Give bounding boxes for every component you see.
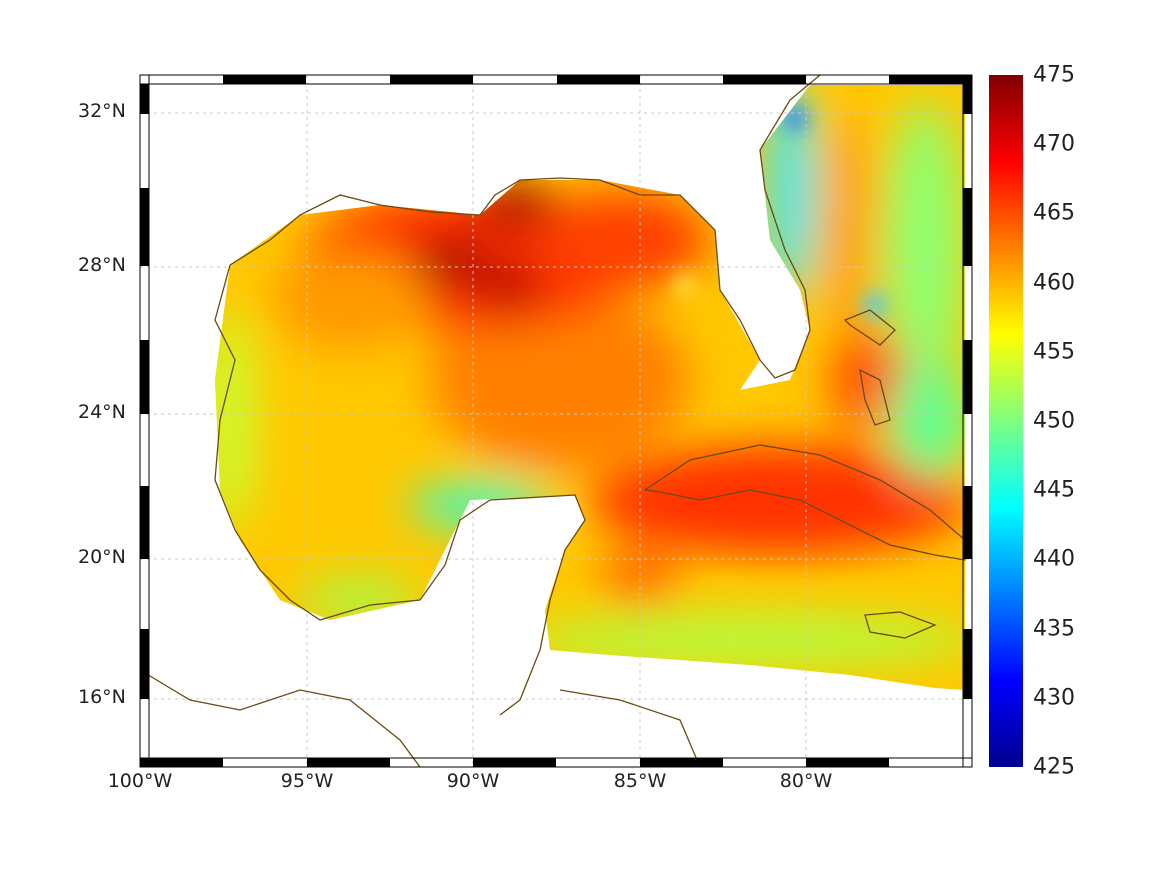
colorbar-tick-label: 450: [1033, 408, 1075, 434]
coastline: [139, 74, 966, 768]
grid-lines: [140, 75, 972, 767]
lon-label: 100°W: [107, 770, 173, 792]
colorbar-tick-label: 470: [1033, 131, 1075, 157]
lat-label: 28°N: [78, 254, 126, 276]
heatmap-field: [215, 85, 965, 690]
colorbar-tick-label: 435: [1033, 616, 1075, 642]
colorbar-tick-label: 425: [1033, 754, 1075, 780]
map-frame: [139, 74, 973, 768]
lon-label: 90°W: [446, 770, 500, 792]
lon-label: 80°W: [779, 770, 833, 792]
lon-label: 85°W: [613, 770, 667, 792]
colorbar-tick-label: 475: [1033, 62, 1075, 88]
colorbar-tick-label: 455: [1033, 339, 1075, 365]
lat-label: 32°N: [78, 100, 126, 122]
lon-label: 95°W: [280, 770, 334, 792]
colorbar-tick-label: 430: [1033, 685, 1075, 711]
lat-label: 20°N: [78, 546, 126, 568]
colorbar-tick-label: 460: [1033, 270, 1075, 296]
colorbar: [989, 75, 1023, 767]
colorbar-tick-label: 440: [1033, 546, 1075, 572]
lat-label: 16°N: [78, 686, 126, 708]
colorbar-tick-label: 465: [1033, 200, 1075, 226]
colorbar-tick-label: 445: [1033, 477, 1075, 503]
lat-label: 24°N: [78, 401, 126, 423]
